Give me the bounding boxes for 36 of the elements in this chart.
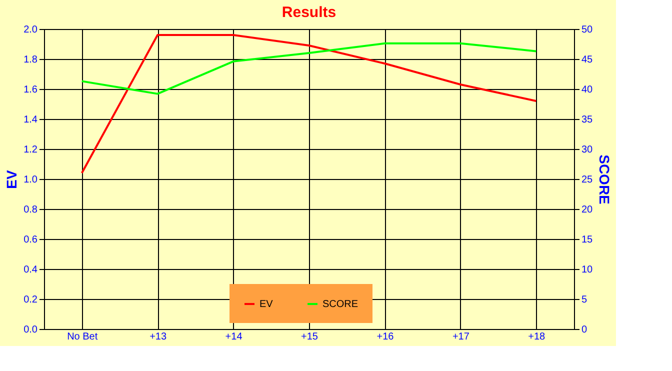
y-tick-label: 0.2 xyxy=(24,294,38,306)
legend-label: EV xyxy=(260,299,274,310)
y2-tick-label: 0 xyxy=(582,324,588,336)
y2-tick-label: 25 xyxy=(582,174,594,186)
y-tick-label: 0.6 xyxy=(24,234,38,246)
y-tick-label: 1.2 xyxy=(24,144,38,156)
y-axis-title: EV xyxy=(4,170,20,189)
y-tick-label: 2.0 xyxy=(24,24,38,36)
y-tick-label: 0.0 xyxy=(24,324,38,336)
y2-tick-label: 10 xyxy=(582,264,594,276)
y2-tick-label: 30 xyxy=(582,144,594,156)
y2-tick-label: 40 xyxy=(582,84,594,96)
y2-tick-label: 35 xyxy=(582,114,594,126)
line-series xyxy=(80,42,538,95)
y2-axis-title: SCORE xyxy=(596,154,613,204)
y-tick-label: 0.8 xyxy=(24,204,38,216)
x-tick-label: +16 xyxy=(376,332,394,342)
y2-tick-label: 45 xyxy=(582,54,594,66)
y-tick-label: 1.4 xyxy=(24,114,38,126)
x-tick-label: +18 xyxy=(528,332,546,342)
y2-tick-label: 50 xyxy=(582,24,594,36)
y2-tick-label: 20 xyxy=(582,204,594,216)
x-tick-label: +17 xyxy=(452,332,470,342)
y-tick-label: 1.6 xyxy=(24,84,38,96)
legend-label: SCORE xyxy=(322,299,358,310)
chart-title: Results xyxy=(282,4,336,21)
y-tick-label: 0.4 xyxy=(24,264,38,276)
y2-tick-label: 15 xyxy=(582,234,594,246)
x-tick-label: +15 xyxy=(301,332,318,342)
x-tick-label: No Bet xyxy=(67,332,98,342)
y-tick-label: 1.8 xyxy=(24,54,38,66)
y2-tick-label: 5 xyxy=(582,294,588,306)
x-tick-label: +13 xyxy=(150,332,167,342)
x-tick-label: +14 xyxy=(225,332,243,342)
y-tick-label: 1.0 xyxy=(24,174,38,186)
line-series xyxy=(80,34,538,174)
